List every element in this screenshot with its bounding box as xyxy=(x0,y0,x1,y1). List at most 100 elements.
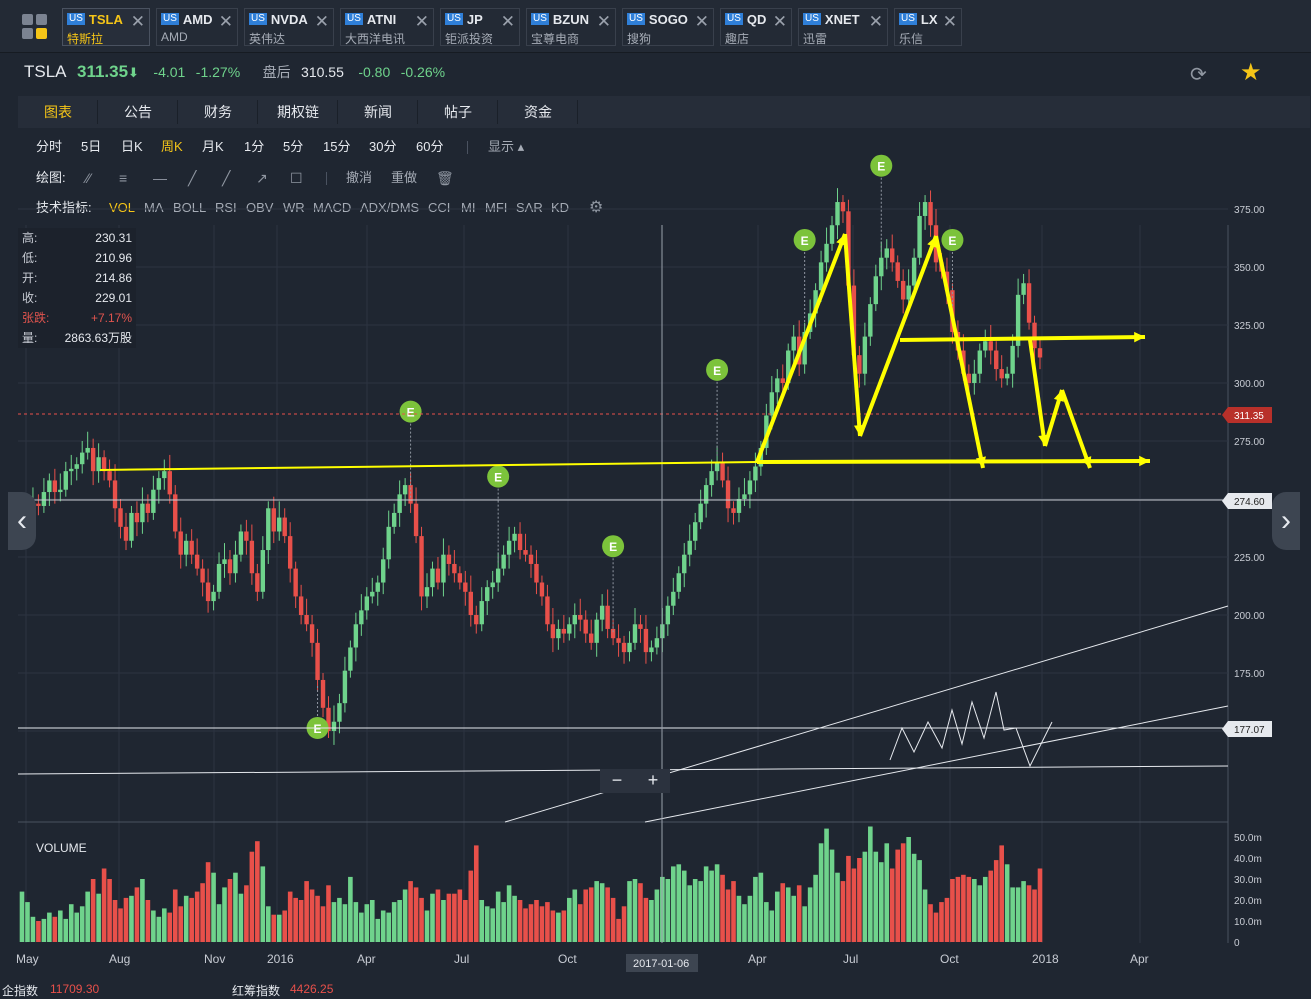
candle-body xyxy=(309,624,315,643)
volume-bar xyxy=(506,885,512,942)
rectangle-tool-icon[interactable]: ☐ xyxy=(290,170,303,186)
nav-announcements[interactable]: 公告 xyxy=(98,96,178,128)
candle-body xyxy=(709,471,714,486)
candle-body xyxy=(917,215,922,258)
period-monthly[interactable]: 月K xyxy=(202,139,224,154)
candle-body xyxy=(63,471,68,490)
close-icon[interactable]: ✕ xyxy=(414,12,429,31)
volume-bar xyxy=(824,828,829,942)
display-dropdown[interactable]: 显示 ▴ xyxy=(488,139,525,154)
drop-arrow-3 xyxy=(1028,339,1047,447)
nav-financials[interactable]: 财务 xyxy=(178,96,258,128)
volume-bar xyxy=(528,904,534,942)
scroll-right-button[interactable]: › xyxy=(1272,492,1300,550)
volume-bar xyxy=(63,918,69,942)
candle-body xyxy=(96,457,101,472)
apps-grid-icon[interactable] xyxy=(22,14,50,42)
volume-bar xyxy=(621,906,627,942)
resistance-arrow-head xyxy=(1134,331,1145,343)
indicator-boll[interactable]: BOLL xyxy=(173,200,207,215)
tab-sogo[interactable]: US SOGO 搜狗 ✕ xyxy=(622,8,714,46)
arrow-line-tool-icon[interactable]: ↗ xyxy=(256,170,268,186)
indicator-wr[interactable]: WR xyxy=(283,200,305,215)
close-icon[interactable]: ✕ xyxy=(942,12,957,31)
candle-body xyxy=(178,531,183,555)
tab-bzun[interactable]: US BZUN 宝尊电商 ✕ xyxy=(526,8,616,46)
redo-button[interactable]: 重做 xyxy=(391,170,418,185)
indicator-ma[interactable]: MA xyxy=(144,200,164,215)
drop-arrow xyxy=(843,233,862,437)
candle-body xyxy=(643,628,649,653)
volume-bar xyxy=(287,891,293,942)
horizontal-line-tool-icon[interactable]: — xyxy=(153,170,167,186)
candle-body xyxy=(561,628,567,634)
undo-button[interactable]: 撤消 xyxy=(346,170,373,185)
candle-body xyxy=(736,499,742,513)
period-30min[interactable]: 30分 xyxy=(369,139,397,154)
settings-gear-icon[interactable]: ⚙ xyxy=(589,199,604,216)
period-60min[interactable]: 60分 xyxy=(416,139,444,154)
period-1min[interactable]: 1分 xyxy=(244,139,265,154)
close-icon[interactable]: ✕ xyxy=(130,12,145,31)
candle-body xyxy=(911,257,917,286)
indicator-mfi[interactable]: MFI xyxy=(485,200,508,215)
volume-bar xyxy=(134,887,140,942)
indicator-adx[interactable]: ADX/DMS xyxy=(360,200,420,215)
period-15min[interactable]: 15分 xyxy=(323,139,351,154)
indicator-obv[interactable]: OBV xyxy=(246,200,274,215)
close-icon[interactable]: ✕ xyxy=(868,12,883,31)
line-tool-icon[interactable]: ╱ xyxy=(188,170,197,186)
volume-bar xyxy=(742,904,747,942)
period-selector: 分时 5日 日K 周K 月K 1分 5分 15分 30分 60分 显示 ▴ xyxy=(18,133,1310,161)
volume-bar xyxy=(501,902,506,942)
indicator-kd[interactable]: KD xyxy=(551,200,570,215)
close-icon[interactable]: ✕ xyxy=(500,12,515,31)
close-icon[interactable]: ✕ xyxy=(596,12,611,31)
indicator-macd[interactable]: MACD xyxy=(313,200,352,215)
period-intraday[interactable]: 分时 xyxy=(36,139,63,154)
close-icon[interactable]: ✕ xyxy=(772,12,787,31)
volume-bar xyxy=(391,902,397,942)
refresh-icon[interactable]: ⟳ xyxy=(1190,64,1207,86)
trash-icon[interactable]: 🗑 xyxy=(436,170,454,186)
indicator-cci[interactable]: CCI xyxy=(428,200,451,215)
parallel-lines-tool-icon[interactable]: ≡ xyxy=(119,170,128,186)
market-badge: US xyxy=(627,13,645,25)
tab-atni[interactable]: US ATNI 大西洋电讯 ✕ xyxy=(340,8,434,46)
indicator-rsi[interactable]: RSI xyxy=(215,200,237,215)
indicator-sar[interactable]: SAR xyxy=(516,200,543,215)
period-5min[interactable]: 5分 xyxy=(283,139,304,154)
tab-nvda[interactable]: US NVDA 英伟达 ✕ xyxy=(244,8,334,46)
scroll-left-button[interactable]: ‹ xyxy=(8,492,36,550)
ray-tool-icon[interactable]: ╱ xyxy=(222,170,231,186)
close-icon[interactable]: ✕ xyxy=(314,12,329,31)
indicator-vol[interactable]: VOL xyxy=(109,200,136,215)
nav-capital-flow[interactable]: 资金 xyxy=(498,96,578,128)
candle-body xyxy=(282,517,287,537)
tab-tsla[interactable]: US TSLA 特斯拉 ✕ xyxy=(62,8,150,46)
close-icon[interactable]: ✕ xyxy=(218,12,233,31)
tab-xnet[interactable]: US XNET 迅雷 ✕ xyxy=(798,8,888,46)
tab-qd[interactable]: US QD 趣店 ✕ xyxy=(720,8,792,46)
volume-bar xyxy=(495,891,501,942)
nav-news[interactable]: 新闻 xyxy=(338,96,418,128)
nav-chart[interactable]: 图表 xyxy=(18,96,98,128)
close-icon[interactable]: ✕ xyxy=(694,12,709,31)
tab-lx[interactable]: US LX 乐信 ✕ xyxy=(894,8,962,46)
candle-body xyxy=(162,471,167,479)
nav-posts[interactable]: 帖子 xyxy=(418,96,498,128)
tab-amd[interactable]: US AMD AMD ✕ xyxy=(156,8,238,46)
polyline-tool-icon[interactable]: ⁄⁄ xyxy=(86,170,91,186)
favorite-star-icon[interactable]: ★ xyxy=(1240,59,1262,86)
zoom-in-button[interactable]: + xyxy=(647,770,659,790)
indicator-mi[interactable]: MI xyxy=(461,200,476,215)
zoom-out-button[interactable]: − xyxy=(611,770,623,790)
period-5day[interactable]: 5日 xyxy=(81,139,102,154)
market-badge: US xyxy=(531,13,549,25)
nav-options-chain[interactable]: 期权链 xyxy=(258,96,338,128)
tab-jp[interactable]: US JP 钜派投资 ✕ xyxy=(440,8,520,46)
period-weekly[interactable]: 周K xyxy=(161,139,183,154)
volume-bar xyxy=(1004,864,1010,942)
period-daily[interactable]: 日K xyxy=(121,139,143,154)
